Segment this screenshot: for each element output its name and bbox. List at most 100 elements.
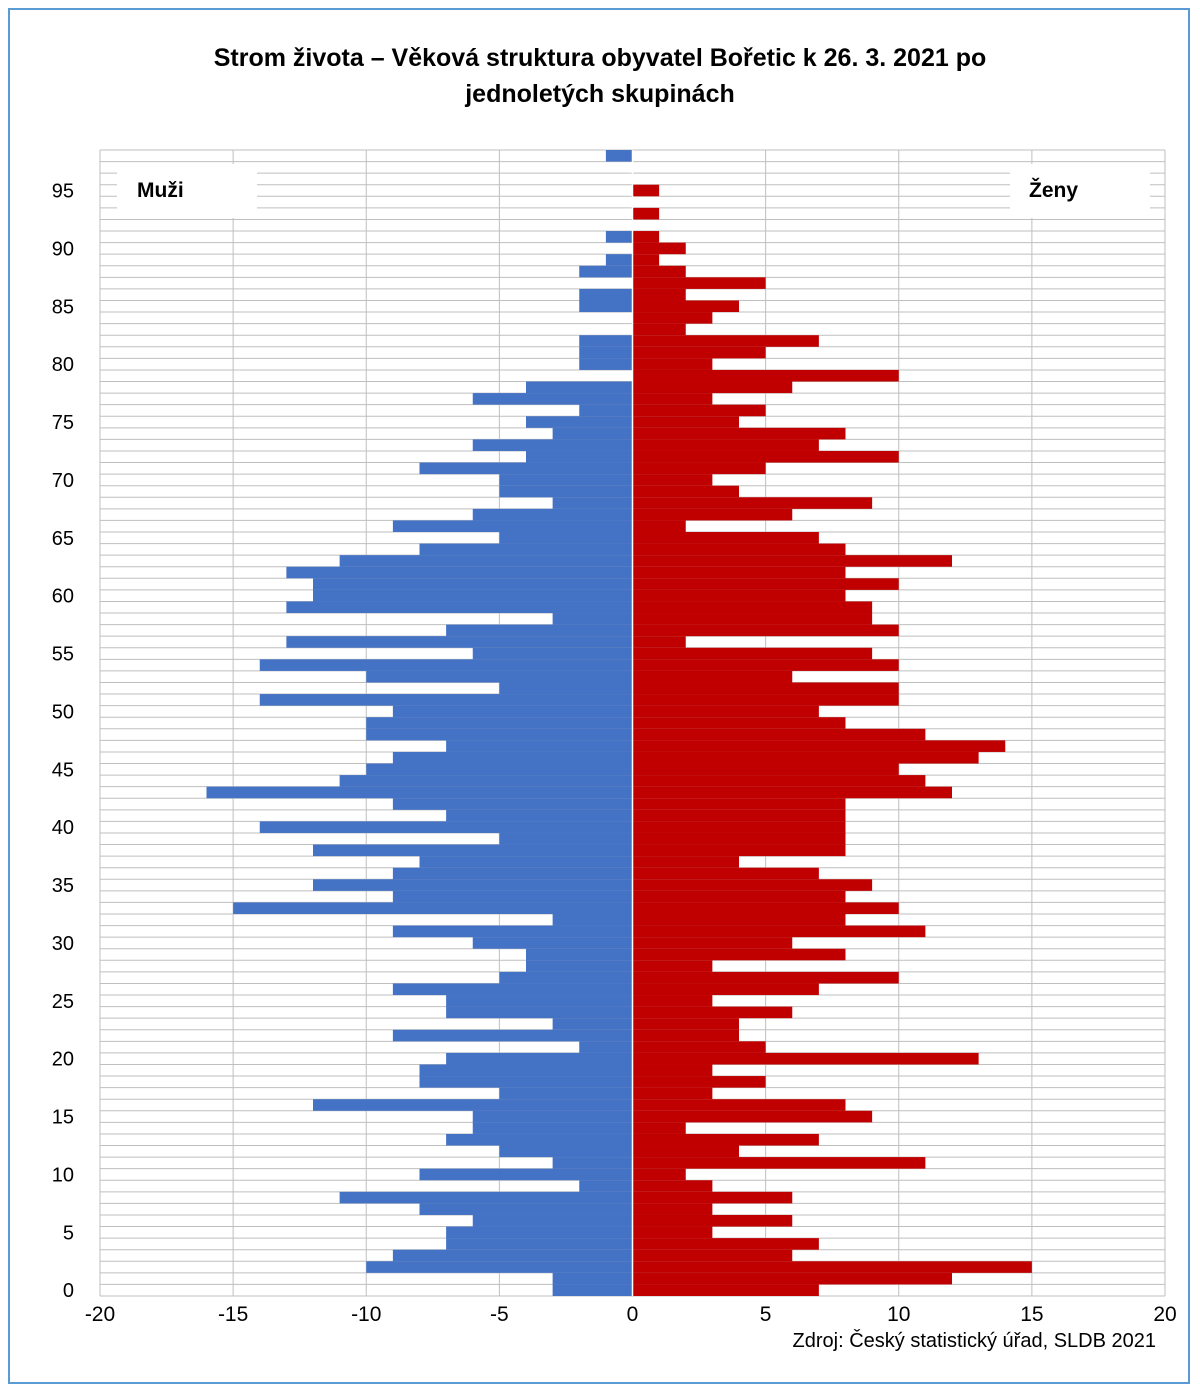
bar-female-age-78 (632, 381, 793, 394)
bar-male-age-48 (366, 728, 633, 741)
bar-male-age-41 (446, 809, 633, 822)
y-tick-label: 35 (52, 875, 74, 897)
bar-male-age-17 (499, 1087, 633, 1100)
bar-female-age-81 (632, 346, 766, 359)
bar-female-age-77 (632, 393, 713, 405)
bar-male-age-54 (259, 659, 633, 671)
bar-female-age-68 (632, 497, 873, 509)
bar-male-age-56 (286, 636, 633, 648)
bar-male-age-81 (579, 346, 633, 359)
bar-female-age-17 (632, 1087, 713, 1100)
bar-female-age-51 (632, 694, 899, 706)
bar-female-age-13 (632, 1133, 819, 1146)
bar-female-age-43 (632, 786, 952, 799)
bar-male-age-3 (392, 1249, 633, 1262)
bar-female-age-93 (632, 207, 660, 220)
bar-male-age-88 (579, 265, 633, 278)
bar-male-age-1 (552, 1272, 633, 1285)
x-tick-label: 5 (760, 1303, 772, 1326)
bar-male-age-34 (392, 890, 633, 903)
bar-female-age-64 (632, 543, 846, 556)
bar-male-age-44 (339, 775, 633, 787)
bar-male-age-91 (605, 231, 633, 243)
bar-female-age-18 (632, 1076, 766, 1088)
y-tick-label: 20 (52, 1049, 74, 1071)
bar-female-age-53 (632, 670, 793, 683)
bar-male-age-62 (286, 566, 633, 579)
bar-male-age-43 (206, 786, 633, 799)
bar-female-age-26 (632, 983, 819, 996)
bar-male-age-39 (499, 832, 633, 845)
bar-male-age-59 (286, 601, 633, 614)
bar-male-age-29 (526, 948, 633, 961)
bar-female-age-3 (632, 1249, 793, 1262)
bar-female-age-16 (632, 1099, 846, 1111)
legend-label-male: Muži (137, 179, 184, 202)
bar-female-age-19 (632, 1064, 713, 1077)
bar-female-age-20 (632, 1052, 979, 1065)
bar-male-age-72 (526, 450, 633, 463)
chart-title: Strom života – Věková struktura obyvatel… (0, 40, 1200, 112)
bar-male-age-45 (366, 763, 633, 776)
bar-male-age-25 (446, 995, 633, 1007)
bar-female-age-35 (632, 879, 873, 891)
bar-female-age-70 (632, 474, 713, 486)
bar-male-age-15 (472, 1110, 633, 1123)
bar-male-age-12 (499, 1145, 633, 1158)
y-tick-label: 75 (52, 412, 74, 434)
y-tick-label: 85 (52, 296, 74, 318)
bar-female-age-6 (632, 1214, 793, 1227)
bar-male-age-30 (472, 937, 633, 949)
bar-male-age-2 (366, 1261, 633, 1273)
bar-male-age-37 (419, 856, 633, 868)
y-tick-label: 5 (63, 1222, 74, 1244)
bar-male-age-21 (579, 1041, 633, 1053)
bar-female-age-63 (632, 555, 952, 567)
x-axis-tick-labels: -20 -15 -10 -5 0 5 10 15 20 (85, 1303, 1177, 1326)
bar-male-age-70 (499, 474, 633, 486)
bar-female-age-12 (632, 1145, 739, 1158)
bar-male-age-18 (419, 1076, 633, 1088)
y-tick-label: 55 (52, 644, 74, 666)
bar-female-age-44 (632, 775, 926, 787)
bar-female-age-80 (632, 358, 713, 370)
bar-male-age-89 (605, 254, 633, 266)
bar-female-age-27 (632, 971, 899, 984)
chart-title-line-2: jednoletých skupinách (465, 80, 735, 108)
bar-male-age-19 (419, 1064, 633, 1077)
y-tick-label: 25 (52, 991, 74, 1013)
bar-female-age-21 (632, 1041, 766, 1053)
bar-male-age-69 (499, 485, 633, 498)
bar-female-age-31 (632, 925, 926, 938)
bar-female-age-22 (632, 1029, 739, 1042)
bar-female-age-87 (632, 277, 766, 289)
bar-female-age-75 (632, 416, 739, 428)
bar-female-age-79 (632, 369, 899, 382)
bar-female-age-48 (632, 728, 926, 741)
bar-female-age-42 (632, 798, 846, 810)
bar-female-age-67 (632, 508, 793, 521)
bar-male-age-14 (472, 1122, 633, 1134)
bar-female-age-33 (632, 902, 899, 914)
bar-male-age-16 (313, 1099, 633, 1111)
bar-female-age-40 (632, 821, 846, 833)
bar-female-age-69 (632, 485, 739, 498)
bar-male-age-63 (339, 555, 633, 567)
bar-female-age-46 (632, 751, 979, 764)
bar-female-age-85 (632, 300, 739, 313)
bar-female-age-72 (632, 450, 899, 463)
bar-male-age-46 (392, 751, 633, 764)
male-bars (206, 150, 633, 1296)
bar-male-age-64 (419, 543, 633, 556)
bar-female-age-23 (632, 1018, 739, 1030)
bar-male-age-24 (446, 1006, 633, 1019)
bar-female-age-55 (632, 647, 873, 660)
bar-male-age-78 (526, 381, 633, 394)
bar-male-age-67 (472, 508, 633, 521)
bar-female-age-60 (632, 589, 846, 602)
bar-male-age-86 (579, 288, 633, 301)
bar-male-age-50 (392, 705, 633, 718)
bar-female-age-88 (632, 265, 686, 278)
legend: Muži Ženy (117, 164, 1150, 218)
bar-female-age-62 (632, 566, 846, 579)
